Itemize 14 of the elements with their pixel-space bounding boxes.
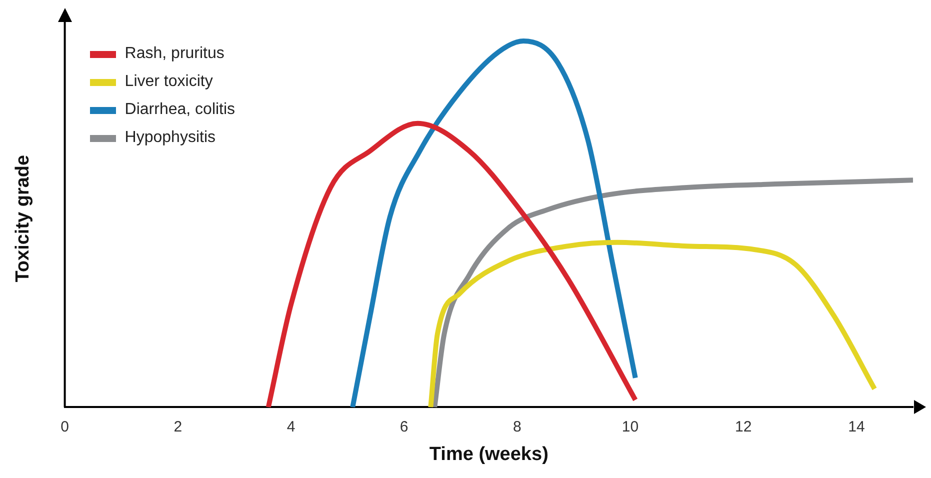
x-axis-title: Time (weeks) [429,444,548,465]
x-tick-label: 6 [400,418,408,436]
x-tick-label: 12 [735,418,752,436]
legend-label: Liver toxicity [124,73,213,91]
legend-label: Hypophysitis [124,129,216,147]
y-axis-title: Toxicity grade [12,154,34,282]
legend-label: Rash, pruritus [124,45,224,63]
x-tick-label: 10 [622,418,639,436]
x-tick-label: 14 [848,418,865,436]
x-tick-label: 2 [174,418,182,436]
x-tick-label: 8 [513,418,522,436]
legend-label: Diarrhea, colitis [124,101,236,119]
x-tick-label: 4 [286,418,296,436]
x-tick-label: 0 [60,418,69,436]
